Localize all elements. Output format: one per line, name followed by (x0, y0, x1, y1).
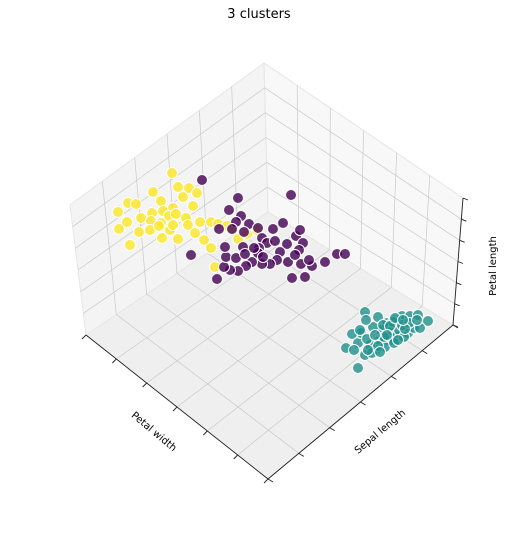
cluster-1-point (112, 206, 124, 218)
cluster-1-point (191, 187, 203, 199)
y-axis-tick (452, 324, 459, 329)
cluster-1-point (198, 234, 210, 246)
gridlines (72, 85, 462, 456)
cluster-2-point (281, 238, 293, 250)
cluster-1-point (170, 208, 182, 220)
right-wall-gridline (264, 87, 462, 220)
z-axis-tick (454, 303, 460, 307)
cluster-3-point (381, 329, 393, 341)
cluster-2-point (196, 174, 208, 186)
y-axis-tick (267, 478, 274, 483)
cluster-1-point (166, 167, 178, 179)
axis-ticks (81, 197, 469, 484)
cluster-1-point (130, 198, 142, 210)
chart-title: 3 clusters (227, 7, 291, 22)
cluster-2-point (239, 248, 251, 260)
cluster-1-point (121, 216, 133, 228)
cluster-1-point (172, 233, 184, 245)
cluster-3-point (352, 362, 364, 374)
y-axis-tick (360, 401, 366, 406)
cluster-2-point (257, 251, 269, 263)
cluster-3-point (411, 314, 423, 326)
z-axis-tick (462, 197, 469, 201)
cluster-1-point (153, 220, 165, 232)
cluster-1-point (156, 232, 168, 244)
cluster-2-point (267, 223, 279, 235)
cluster-2-point (285, 189, 297, 201)
cluster-2-point (252, 222, 264, 234)
cluster-1-point (194, 216, 206, 228)
x-axis-tick (172, 406, 178, 412)
cluster-2-point (218, 261, 230, 273)
cluster-2-point (282, 256, 294, 268)
cluster-2-point (232, 192, 244, 204)
cluster-3-point (348, 344, 360, 356)
z-axis-tick (456, 282, 462, 286)
z-axis-tick (459, 239, 465, 243)
z-axis-label: Petal length (488, 236, 499, 296)
cluster-2-point (248, 242, 260, 254)
data-points (112, 167, 434, 374)
cluster-1-point (167, 219, 179, 231)
cluster-1-point (147, 186, 159, 198)
cluster-1-point (187, 200, 199, 212)
cluster-1-point (172, 181, 184, 193)
cluster-2-point (211, 273, 223, 285)
cluster-2-point (223, 204, 235, 216)
cluster-2-point (294, 224, 306, 236)
cluster-2-point (303, 254, 315, 266)
cluster-3-point (369, 329, 381, 341)
cluster-2-point (289, 249, 301, 261)
cluster-1-point (205, 242, 217, 254)
cluster-2-point (286, 272, 298, 284)
y-axis-tick (391, 375, 397, 380)
cluster-2-point (185, 249, 197, 261)
x-axis-tick (81, 334, 87, 340)
cluster-2-point (219, 241, 231, 253)
cluster-1-point (182, 219, 194, 231)
x-axis-tick (233, 454, 238, 460)
x-axis-tick (112, 358, 117, 364)
cluster-2-point (339, 248, 351, 260)
cluster-1-point (133, 226, 145, 238)
z-axis-tick (461, 218, 467, 222)
y-axis-tick (329, 427, 335, 432)
cluster-2-point (213, 223, 225, 235)
x-axis-label: Petal width (129, 410, 179, 454)
y-axis-label: Sepal length (353, 408, 408, 457)
x-axis-tick (142, 382, 147, 388)
cluster-2-point (220, 251, 232, 263)
left-wall-gridline (72, 87, 265, 227)
cluster-2-point (277, 217, 289, 229)
cluster-1-point (124, 239, 136, 251)
cluster-2-point (269, 235, 281, 247)
cluster-1-point (135, 212, 147, 224)
cluster-1-point (113, 223, 125, 235)
y-axis-tick (298, 452, 305, 457)
cluster-2-point (226, 223, 238, 235)
cluster-3-point (354, 324, 366, 336)
cluster-2-point (238, 226, 250, 238)
cluster-1-point (155, 195, 167, 207)
x-axis-tick (263, 478, 269, 484)
z-axis-tick (457, 261, 464, 264)
cluster-1-point (177, 191, 189, 203)
x-axis-tick (203, 430, 208, 436)
cluster-2-point (299, 271, 311, 283)
y-axis-tick (421, 350, 428, 355)
cluster-3-point (360, 314, 372, 326)
cluster-3-point (397, 314, 409, 326)
cluster-3-point (362, 344, 374, 356)
cluster-2-point (319, 256, 331, 268)
cluster-3-point (392, 334, 404, 346)
cluster-1-point (189, 227, 201, 239)
cluster-3-point (374, 346, 386, 358)
